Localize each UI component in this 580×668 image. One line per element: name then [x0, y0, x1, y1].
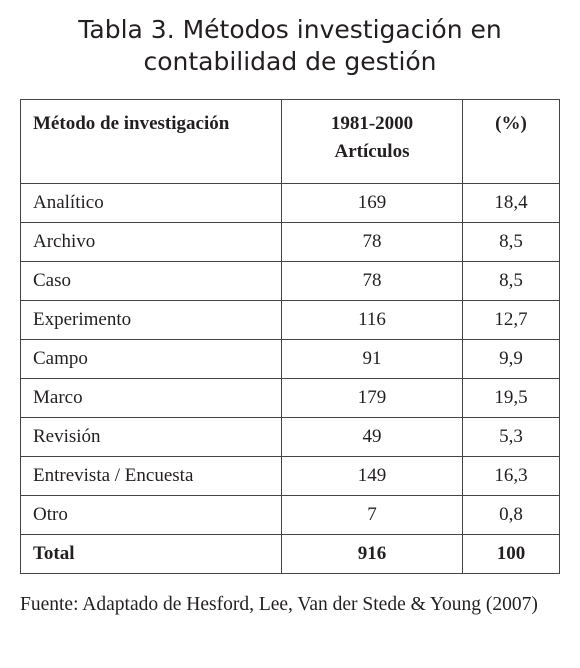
source: Fuente: Adaptado de Hesford, Lee, Van de… — [20, 594, 538, 615]
table-cell: Archivo — [20, 222, 282, 262]
table-cell: Experimento — [20, 300, 282, 340]
table-cell: 49 — [281, 417, 463, 457]
table-cell: 116 — [281, 300, 463, 340]
header-text: 1981-2000 — [330, 113, 414, 134]
table: Método de investigación 1981-2000 Artículo… — [20, 99, 560, 574]
table-row: Marco 179 19,5 — [20, 378, 560, 418]
table-row: Archivo 78 8,5 — [20, 222, 560, 262]
total-row: Total 916 100 — [20, 534, 560, 574]
header-cell: (%) — [462, 99, 560, 184]
table-cell: 16,3 — [462, 456, 560, 496]
header-text: (%) — [495, 113, 527, 134]
table-row: Revisión 49 5,3 — [20, 417, 560, 457]
table-row: Analítico 169 18,4 — [20, 183, 560, 223]
table-cell: Revisión — [20, 417, 282, 457]
table-row: Campo 91 9,9 — [20, 339, 560, 379]
table-cell: 78 — [281, 222, 463, 262]
table-row: Entrevista / Encuesta 149 16,3 — [20, 456, 560, 496]
header-text: Método de investigación — [33, 113, 230, 134]
table-cell: 8,5 — [462, 222, 560, 262]
header-cell: Método de investigación — [20, 99, 282, 184]
title-line: contabilidad de gestión — [143, 47, 437, 76]
table-cell: 91 — [281, 339, 463, 379]
table-cell: 18,4 — [462, 183, 560, 223]
table-cell: 5,3 — [462, 417, 560, 457]
table-cell: 9,9 — [462, 339, 560, 379]
table-cell: Analítico — [20, 183, 282, 223]
table-cell: 78 — [281, 261, 463, 301]
header-cell: 1981-2000 Artículos — [281, 99, 463, 184]
table-cell: Otro — [20, 495, 282, 535]
title: Tabla 3. Métodos investigación en contabi… — [0, 14, 580, 78]
table-cell: 12,7 — [462, 300, 560, 340]
table-cell: 8,5 — [462, 261, 560, 301]
table-cell: 149 — [281, 456, 463, 496]
table-row: Caso 78 8,5 — [20, 261, 560, 301]
total-cell: 916 — [281, 534, 463, 574]
header-row: Método de investigación 1981-2000 Artículo… — [20, 99, 560, 184]
table-cell: Campo — [20, 339, 282, 379]
table-row: Otro 7 0,8 — [20, 495, 560, 535]
table-cell: 0,8 — [462, 495, 560, 535]
table-cell: 169 — [281, 183, 463, 223]
total-cell: 100 — [462, 534, 560, 574]
table-cell: 19,5 — [462, 378, 560, 418]
table-row: Experimento 116 12,7 — [20, 300, 560, 340]
table-cell: Caso — [20, 261, 282, 301]
table-cell: Marco — [20, 378, 282, 418]
title-line: Tabla 3. Métodos investigación en — [78, 15, 502, 44]
total-cell: Total — [20, 534, 282, 574]
header-text: Artículos — [334, 141, 410, 162]
table-cell: Entrevista / Encuesta — [20, 456, 282, 496]
table-cell: 179 — [281, 378, 463, 418]
table-cell: 7 — [281, 495, 463, 535]
